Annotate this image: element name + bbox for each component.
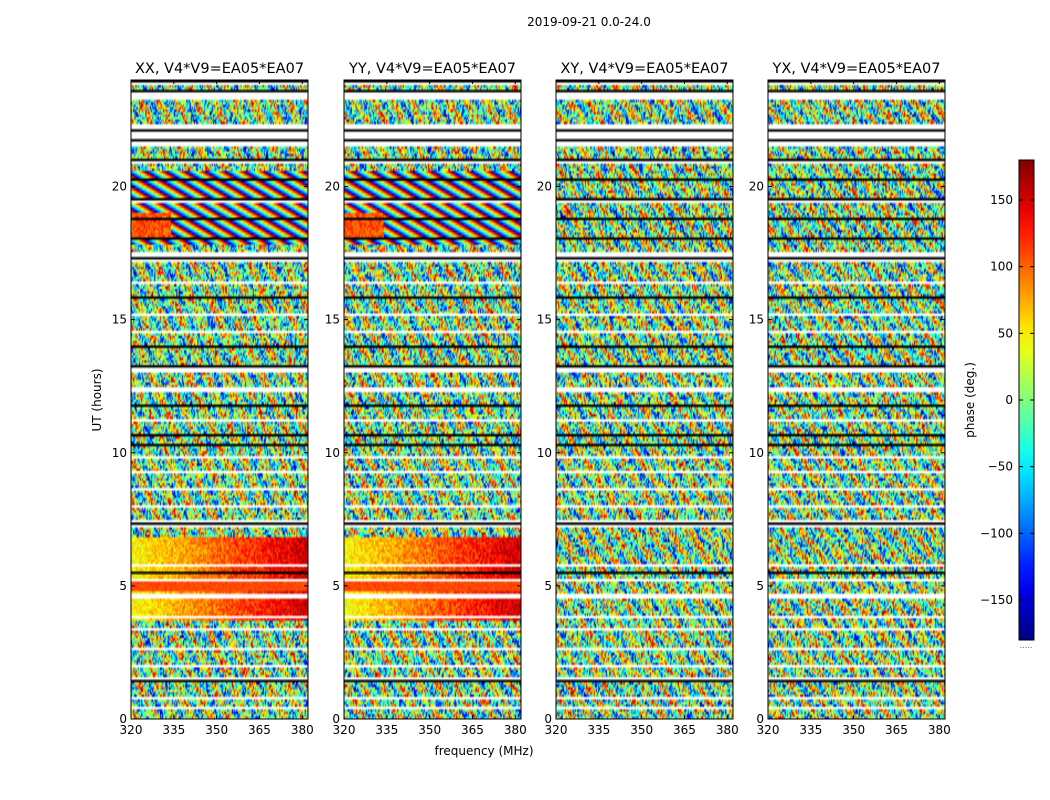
figure-suptitle: 2019-09-21 0.0-24.0 <box>527 15 651 29</box>
y-tick-label: 10 <box>112 446 127 460</box>
panel-2: YY, V4*V9=EA05*EA07 320 335 350 365 380 0 5 10 15… <box>325 61 527 737</box>
panel-4-heatmap <box>768 80 945 719</box>
x-tick-label: 380 <box>504 723 527 737</box>
colorbar-label: phase (deg.) <box>963 362 977 438</box>
x-tick-label: 335 <box>162 723 185 737</box>
y-tick-label: 20 <box>537 180 552 194</box>
y-tick-label: 5 <box>756 579 764 593</box>
x-tick-label: 365 <box>248 723 271 737</box>
panel-1-title: XX, V4*V9=EA05*EA07 <box>135 61 304 77</box>
panels-group: XX, V4*V9=EA05*EA07 320 335 350 365 380 0 5 10 15… <box>112 61 951 737</box>
x-tick-label: 320 <box>120 723 143 737</box>
panel-3-frame <box>555 79 734 720</box>
y-tick-label: 0 <box>756 712 764 726</box>
panel-2-title: YY, V4*V9=EA05*EA07 <box>348 61 516 77</box>
y-tick-label: 0 <box>332 712 340 726</box>
x-tick-label: 350 <box>630 723 653 737</box>
panel-3: XY, V4*V9=EA05*EA07 320 335 350 365 380 0 5 10 15… <box>537 61 739 737</box>
y-tick-label: 5 <box>332 579 340 593</box>
colorbar: phase (deg.) ..... 150 100 50 0 −50 −100 −150 <box>963 159 1035 650</box>
x-tick-label: 350 <box>842 723 865 737</box>
y-tick-label: 15 <box>112 313 127 327</box>
colorbar-tick-label: 0 <box>1005 393 1013 407</box>
colorbar-tick-label: 50 <box>998 326 1013 340</box>
x-axis-label: frequency (MHz) <box>434 744 533 758</box>
colorbar-tick-label: −50 <box>988 460 1013 474</box>
x-tick-label: 365 <box>461 723 484 737</box>
y-tick-label: 20 <box>749 180 764 194</box>
panel-1: XX, V4*V9=EA05*EA07 320 335 350 365 380 0 5 10 15… <box>112 61 314 737</box>
colorbar-tick-label: −100 <box>980 526 1013 540</box>
x-tick-label: 335 <box>799 723 822 737</box>
panel-3-heatmap <box>556 80 733 719</box>
colorbar-tick-label: 150 <box>990 193 1013 207</box>
y-tick-label: 5 <box>119 579 127 593</box>
x-tick-label: 365 <box>673 723 696 737</box>
y-tick-label: 15 <box>749 313 764 327</box>
colorbar-tick-label: −150 <box>980 593 1013 607</box>
panel-2-frame <box>343 79 522 720</box>
x-tick-label: 380 <box>928 723 951 737</box>
colorbar-tick-label: 100 <box>990 260 1013 274</box>
y-tick-label: 15 <box>537 313 552 327</box>
y-tick-label: 20 <box>325 180 340 194</box>
x-tick-label: 320 <box>757 723 780 737</box>
x-tick-label: 350 <box>205 723 228 737</box>
y-tick-label: 10 <box>537 446 552 460</box>
x-tick-label: 365 <box>885 723 908 737</box>
y-tick-label: 0 <box>544 712 552 726</box>
panel-2-heatmap <box>344 80 521 719</box>
panel-4-title: YX, V4*V9=EA05*EA07 <box>771 61 940 77</box>
panel-1-heatmap <box>131 80 308 719</box>
panel-3-title: XY, V4*V9=EA05*EA07 <box>560 61 728 77</box>
panel-4: YX, V4*V9=EA05*EA07 320 335 350 365 380 0 5 10 15… <box>749 61 951 737</box>
x-tick-label: 380 <box>716 723 739 737</box>
x-tick-label: 335 <box>375 723 398 737</box>
colorbar-extra-label: ..... <box>1020 641 1033 650</box>
y-tick-label: 20 <box>112 180 127 194</box>
y-tick-label: 10 <box>325 446 340 460</box>
x-tick-label: 335 <box>587 723 610 737</box>
x-tick-label: 320 <box>545 723 568 737</box>
y-tick-label: 10 <box>749 446 764 460</box>
y-axis-label: UT (hours) <box>90 368 104 431</box>
y-tick-label: 0 <box>119 712 127 726</box>
x-tick-label: 350 <box>418 723 441 737</box>
panel-1-frame <box>130 79 309 720</box>
y-tick-label: 5 <box>544 579 552 593</box>
panel-4-frame <box>767 79 946 720</box>
x-tick-label: 380 <box>291 723 314 737</box>
y-tick-label: 15 <box>325 313 340 327</box>
x-tick-label: 320 <box>333 723 356 737</box>
